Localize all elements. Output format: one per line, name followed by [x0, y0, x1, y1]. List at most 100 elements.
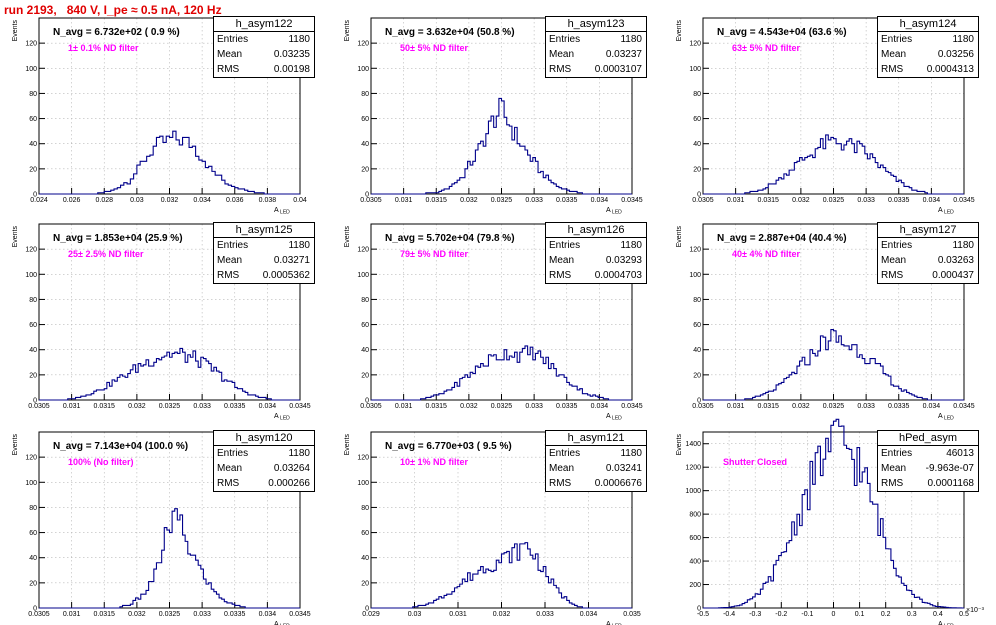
y-tick-label: 20 — [29, 372, 37, 379]
stat-value-rms: 0.0006676 — [594, 478, 642, 489]
y-tick-label: 100 — [689, 272, 701, 279]
x-tick-label: 0.0315 — [94, 611, 116, 618]
n-avg-label: N_avg = 6.732e+02 ( 0.9 %) — [53, 27, 180, 38]
n-avg-label: N_avg = 2.887e+04 (40.4 %) — [717, 233, 847, 244]
x-tick-label: 0.4 — [933, 611, 943, 618]
y-tick-label: 800 — [689, 512, 701, 519]
y-axis-label: Events — [676, 226, 683, 248]
histogram-panel-h_asym123: 0.0305 0.031 0.0315 0.032 0.0325 0.033 0.0335 0… — [340, 16, 665, 216]
y-tick-label: 80 — [29, 91, 37, 98]
stat-row-mean: Mean 0.03241 — [546, 461, 646, 476]
x-tick-label: 0.032 — [493, 611, 511, 618]
y-tick-label: 40 — [29, 141, 37, 148]
plot-frame — [370, 17, 633, 195]
run-title: run 2193, 840 V, I_pe ≈ 0.5 nA, 120 Hz — [4, 3, 222, 17]
x-tick-label: 0.1 — [855, 611, 865, 618]
stat-row-mean: Mean 0.03271 — [214, 253, 314, 268]
histogram-panel-hPed_asym: -0.5 -0.4 -0.3 -0.2 -0.1 0 0.1 0.2 0.3 0.4 0.5 0 200… — [672, 418, 996, 625]
x-axis-label: A LED — [606, 207, 622, 216]
stat-row-rms: RMS 0.0001168 — [878, 476, 978, 491]
y-tick-label: 100 — [357, 66, 369, 73]
filter-note: 79± 5% ND filter — [400, 249, 468, 259]
filter-note: Shutter Closed — [723, 457, 788, 467]
stat-value-rms: 0.0004703 — [594, 270, 642, 281]
stat-value-rms: 0.00198 — [273, 64, 310, 75]
y-axis-label: Events — [12, 226, 19, 248]
x-tick-label: -0.1 — [801, 611, 813, 618]
x-tick-label: 0.0305 — [360, 197, 382, 204]
x-tick-label: 0.0345 — [289, 403, 311, 410]
histogram-series-h_asym120 — [39, 508, 300, 609]
x-tick-label: 0.031 — [395, 197, 413, 204]
y-tick-label: 120 — [357, 247, 369, 254]
x-tick-label: 0.0305 — [28, 611, 50, 618]
y-tick-label: 20 — [361, 166, 369, 173]
x-tick-label: -0.5 — [697, 611, 709, 618]
y-tick-label: 80 — [361, 91, 369, 98]
x-tick-label: 0.031 — [727, 403, 745, 410]
y-tick-label: 60 — [29, 116, 37, 123]
stat-row-rms: RMS 0.00198 — [214, 62, 314, 77]
x-axis-label: A LED — [938, 413, 954, 422]
stat-label-mean: Mean — [217, 463, 243, 474]
histogram-series-h_asym122 — [39, 130, 300, 195]
y-tick-label: 60 — [29, 530, 37, 537]
x-tick-label: 0.0325 — [159, 611, 181, 618]
stats-box: h_asym126 Entries 1180 Mean 0.03293 RMS 0.0004… — [545, 222, 647, 284]
x-tick-label: 0.033 — [857, 197, 875, 204]
x-tick-label: 0.026 — [63, 197, 81, 204]
stat-label-entries: Entries — [217, 34, 249, 45]
x-tick-label: 0.032 — [128, 611, 146, 618]
x-tick-label: 0.0335 — [556, 197, 578, 204]
stat-value-entries: 1180 — [952, 240, 974, 251]
histogram-name: h_asym123 — [546, 17, 646, 32]
x-tick-label: 0.031 — [63, 611, 81, 618]
histogram-name: h_asym126 — [546, 223, 646, 238]
stat-label-mean: Mean — [217, 49, 243, 60]
x-tick-label: 0.034 — [580, 611, 598, 618]
x-tick-label: 0.04 — [293, 197, 307, 204]
x-tick-label: 0.0325 — [823, 403, 845, 410]
stat-row-entries: Entries 1180 — [546, 238, 646, 253]
stat-row-entries: Entries 1180 — [878, 32, 978, 47]
stat-label-mean: Mean — [217, 255, 243, 266]
y-tick-label: 20 — [693, 372, 701, 379]
n-avg-label: N_avg = 3.632e+04 (50.8 %) — [385, 27, 515, 38]
y-tick-label: 120 — [25, 455, 37, 462]
x-tick-label: 0.03 — [408, 611, 422, 618]
stat-value-rms: 0.0003107 — [594, 64, 642, 75]
filter-note: 10± 1% ND filter — [400, 457, 468, 467]
histogram-plot: -0.5 -0.4 -0.3 -0.2 -0.1 0 0.1 0.2 0.3 0.4 0.5 0 200… — [676, 418, 985, 625]
y-tick-label: 40 — [361, 555, 369, 562]
x-tick-label: 0.032 — [128, 403, 146, 410]
histogram-series-hPed_asym — [703, 418, 964, 609]
y-tick-label: 120 — [25, 247, 37, 254]
stat-value-mean: -9.963e-07 — [925, 463, 974, 474]
n-avg-label: N_avg = 5.702e+04 (79.8 %) — [385, 233, 515, 244]
x-tick-label: 0.0315 — [426, 197, 448, 204]
y-tick-label: 0 — [365, 398, 369, 405]
stat-row-mean: Mean 0.03235 — [214, 47, 314, 62]
y-tick-label: 1000 — [685, 488, 701, 495]
x-tick-label: 0.3 — [907, 611, 917, 618]
y-tick-label: 120 — [357, 41, 369, 48]
stat-value-mean: 0.03235 — [273, 49, 310, 60]
x-axis-label: A LED — [274, 413, 290, 422]
y-tick-label: 80 — [361, 297, 369, 304]
stat-label-rms: RMS — [217, 478, 240, 489]
y-axis-label: Events — [344, 20, 351, 42]
histogram-panel-h_asym122: 0.024 0.026 0.028 0.03 0.032 0.034 0.036 0.038 0… — [8, 16, 333, 216]
x-tick-label: 0.033 — [193, 611, 211, 618]
y-tick-label: 40 — [693, 347, 701, 354]
y-tick-label: 0 — [33, 192, 37, 199]
y-tick-label: 600 — [689, 535, 701, 542]
stat-value-rms: 0.000437 — [932, 270, 974, 281]
x-tick-label: 0.0325 — [159, 403, 181, 410]
y-tick-label: 80 — [361, 505, 369, 512]
x-tick-label: 0 — [832, 611, 836, 618]
y-tick-label: 0 — [697, 606, 701, 613]
histogram-panel-h_asym121: 0.029 0.03 0.031 0.032 0.033 0.034 0.035 0 20 40 6… — [340, 430, 665, 625]
stat-label-entries: Entries — [881, 448, 913, 459]
histogram-panel-h_asym124: 0.0305 0.031 0.0315 0.032 0.0325 0.033 0.0335 0… — [672, 16, 996, 216]
y-tick-label: 0 — [33, 398, 37, 405]
